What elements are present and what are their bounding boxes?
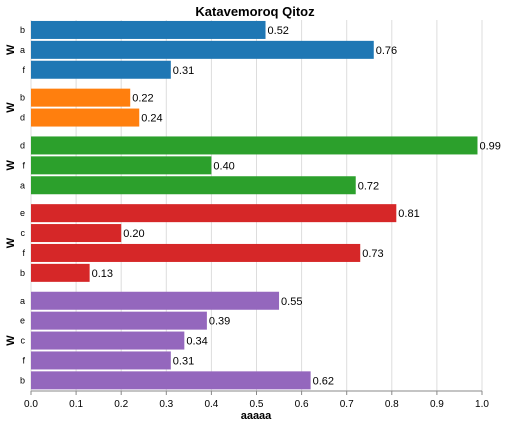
bar <box>31 40 374 59</box>
group-label: W <box>5 237 17 248</box>
x-axis-ticks: 0.0 0.1 0.2 0.3 0.4 0.5 0.6 0.7 0.8 0.9 1.0 <box>24 391 489 410</box>
bar <box>31 263 90 282</box>
bar <box>31 311 207 330</box>
data-label: 0.40 <box>213 160 234 172</box>
bar <box>31 88 131 107</box>
category-label: d <box>20 113 25 123</box>
x-axis-label: aaaaa <box>241 410 272 422</box>
category-label: b <box>20 268 25 278</box>
category-label: e <box>20 208 25 218</box>
x-tick-label: 0.1 <box>69 399 83 410</box>
bar <box>31 204 397 223</box>
bars: b 0.52 a 0.76 f 0.31 Wb 0.22 d 0.24 Wd 0.99 f 0.40 a 0.… <box>5 20 501 390</box>
data-label: 0.39 <box>209 316 230 328</box>
x-tick-label: 1.0 <box>475 399 489 410</box>
bar <box>31 108 140 127</box>
data-label: 0.55 <box>281 296 302 308</box>
category-label: a <box>20 45 25 55</box>
data-label: 0.31 <box>173 355 194 367</box>
bar <box>31 20 266 39</box>
bar <box>31 351 171 370</box>
data-label: 0.24 <box>141 113 162 125</box>
x-tick-label: 0.6 <box>295 399 309 410</box>
x-tick-label: 0.9 <box>430 399 444 410</box>
category-label: b <box>20 25 25 35</box>
bar <box>31 60 171 79</box>
category-label: b <box>20 93 25 103</box>
data-label: 0.13 <box>92 268 113 280</box>
data-label: 0.20 <box>123 228 144 240</box>
group-label: W <box>5 102 17 113</box>
category-label: e <box>20 316 25 326</box>
category-label: f <box>22 248 25 258</box>
category-label: f <box>22 160 25 170</box>
category-label: a <box>20 180 25 190</box>
x-tick-label: 0.5 <box>250 399 264 410</box>
bar <box>31 176 356 195</box>
data-label: 0.31 <box>173 65 194 77</box>
data-label: 0.99 <box>479 140 500 152</box>
data-label: 0.73 <box>362 248 383 260</box>
bar <box>31 156 212 175</box>
category-label: d <box>20 140 25 150</box>
data-label: 0.62 <box>313 375 334 387</box>
bar <box>31 243 361 262</box>
category-label: c <box>21 228 26 238</box>
data-label: 0.72 <box>358 180 379 192</box>
category-label: c <box>21 336 26 346</box>
x-tick-label: 0.4 <box>204 399 218 410</box>
bar <box>31 136 478 155</box>
x-tick-label: 0.2 <box>114 399 128 410</box>
group-label: W <box>5 160 17 171</box>
bar <box>31 291 280 310</box>
x-tick-label: 0.7 <box>340 399 354 410</box>
data-label: 0.22 <box>132 93 153 105</box>
category-label: b <box>20 375 25 385</box>
data-label: 0.52 <box>268 25 289 37</box>
x-tick-label: 0.0 <box>24 399 38 410</box>
bar <box>31 224 122 243</box>
bar <box>31 371 311 390</box>
x-tick-label: 0.3 <box>159 399 173 410</box>
category-label: a <box>20 296 25 306</box>
data-label: 0.34 <box>186 336 207 348</box>
x-tick-label: 0.8 <box>385 399 399 410</box>
data-label: 0.76 <box>376 45 397 57</box>
category-label: f <box>22 355 25 365</box>
data-label: 0.81 <box>398 208 419 220</box>
category-label: f <box>22 65 25 75</box>
group-label: W <box>5 44 17 55</box>
chart-title: Katavemoroq Qitoz <box>195 4 315 19</box>
bar <box>31 331 185 350</box>
group-label: W <box>5 335 17 346</box>
